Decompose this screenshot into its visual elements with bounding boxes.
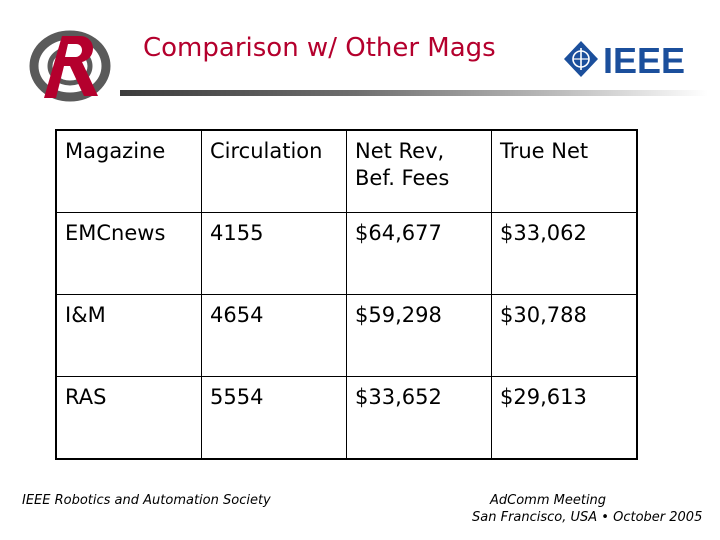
footer-location-date: San Francisco, USA • October 2005: [472, 510, 703, 525]
cell-circulation: 5554: [201, 376, 347, 460]
ieee-logo-text: IEEE: [603, 40, 685, 78]
slide-title: Comparison w/ Other Mags: [143, 33, 496, 63]
title-underline: [120, 90, 708, 96]
cell-net-rev: $33,652: [346, 376, 492, 460]
header-magazine: Magazine: [55, 129, 202, 213]
footer-meeting: AdComm Meeting: [490, 493, 607, 508]
header-true-net: True Net: [491, 129, 638, 213]
cell-true-net: $33,062: [491, 212, 638, 295]
cell-net-rev: $64,677: [346, 212, 492, 295]
cell-true-net: $30,788: [491, 294, 638, 377]
table-header-row: Magazine Circulation Net Rev, Bef. Fees …: [55, 129, 638, 213]
cell-magazine: I&M: [55, 294, 202, 377]
cell-circulation: 4155: [201, 212, 347, 295]
footer-society: IEEE Robotics and Automation Society: [22, 493, 271, 508]
ra-logo-icon: R: [29, 30, 111, 102]
table-row: RAS 5554 $33,652 $29,613: [55, 376, 638, 460]
ieee-logo-icon: IEEE: [564, 40, 685, 78]
comparison-table: Magazine Circulation Net Rev, Bef. Fees …: [55, 129, 638, 460]
cell-circulation: 4654: [201, 294, 347, 377]
cell-true-net: $29,613: [491, 376, 638, 460]
cell-magazine: RAS: [55, 376, 202, 460]
table-row: EMCnews 4155 $64,677 $33,062: [55, 212, 638, 295]
cell-net-rev: $59,298: [346, 294, 492, 377]
cell-magazine: EMCnews: [55, 212, 202, 295]
header-circulation: Circulation: [201, 129, 347, 213]
header-net-rev: Net Rev, Bef. Fees: [346, 129, 492, 213]
table-row: I&M 4654 $59,298 $30,788: [55, 294, 638, 377]
